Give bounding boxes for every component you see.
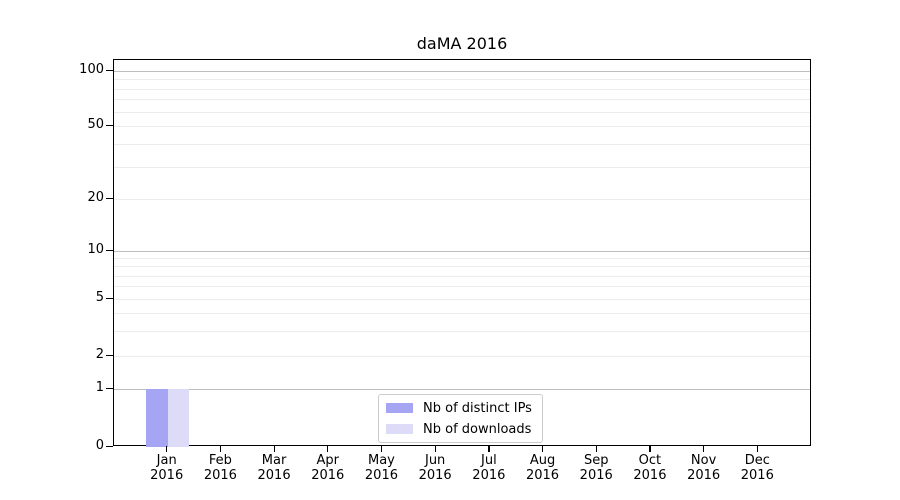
x-tick-label-aug: Aug 2016 — [519, 453, 567, 483]
bar-downloads-jan — [167, 389, 190, 447]
x-tick-label-jun: Jun 2016 — [411, 453, 459, 483]
x-tick-month: May — [368, 453, 395, 468]
x-tick-mark — [273, 446, 275, 452]
x-tick-label-nov: Nov 2016 — [680, 453, 728, 483]
legend-item-downloads: Nb of downloads — [386, 421, 532, 437]
y-tick-label-100: 100 — [79, 62, 104, 77]
gridline-minor — [114, 286, 810, 287]
x-tick-mark — [542, 446, 544, 452]
x-tick-mark — [488, 446, 490, 452]
x-tick-month: Nov — [690, 453, 717, 468]
x-tick-year: 2016 — [579, 468, 613, 483]
legend: Nb of distinct IPs Nb of downloads — [378, 394, 543, 443]
x-tick-year: 2016 — [150, 468, 184, 483]
y-tick-mark — [106, 198, 113, 200]
y-tick-label-1: 1 — [95, 380, 104, 395]
legend-swatch-downloads-icon — [386, 424, 413, 434]
x-tick-month: Aug — [529, 453, 556, 468]
x-tick-label-jul: Jul 2016 — [465, 453, 513, 483]
gridline-minor — [114, 299, 810, 300]
y-tick-mark — [106, 70, 113, 72]
y-tick-mark — [106, 250, 113, 252]
gridline-minor — [114, 276, 810, 277]
y-tick-mark — [106, 355, 113, 357]
y-tick-mark — [106, 446, 113, 448]
x-tick-month: Dec — [744, 453, 770, 468]
x-tick-label-may: May 2016 — [357, 453, 405, 483]
x-tick-year: 2016 — [472, 468, 506, 483]
x-tick-year: 2016 — [633, 468, 667, 483]
x-tick-mark — [219, 446, 222, 452]
x-tick-year: 2016 — [311, 468, 345, 483]
x-tick-label-jan: Jan 2016 — [143, 453, 191, 483]
y-tick-label-5: 5 — [95, 290, 104, 305]
x-tick-month: Sep — [583, 453, 609, 468]
y-tick-label-20: 20 — [87, 190, 104, 205]
gridline-major — [114, 251, 810, 252]
gridline-minor — [114, 79, 810, 80]
gridline-minor — [114, 331, 810, 332]
x-tick-mark — [756, 446, 758, 452]
x-tick-mark — [703, 446, 705, 452]
gridline-minor — [114, 266, 810, 267]
x-tick-mark — [380, 446, 383, 452]
x-tick-month: Jul — [481, 453, 497, 468]
x-tick-year: 2016 — [687, 468, 721, 483]
x-tick-month: Feb — [208, 453, 232, 468]
gridline-minor — [114, 356, 810, 357]
x-tick-month: Jun — [424, 453, 446, 468]
y-tick-label-50: 50 — [87, 117, 104, 132]
x-tick-month: Apr — [316, 453, 340, 468]
x-tick-mark — [649, 446, 651, 452]
bar-distinct-ips-jan — [146, 389, 168, 447]
x-tick-mark — [434, 446, 436, 452]
gridline-minor — [114, 89, 810, 90]
gridline-major — [114, 71, 810, 72]
gridline-minor — [114, 258, 810, 259]
legend-label-distinct-ips: Nb of distinct IPs — [423, 400, 532, 416]
y-tick-mark — [106, 388, 113, 390]
x-tick-label-feb: Feb 2016 — [196, 453, 244, 483]
x-tick-year: 2016 — [525, 468, 560, 483]
gridline-minor — [114, 199, 810, 200]
x-tick-year: 2016 — [257, 468, 291, 483]
gridline-minor — [114, 313, 810, 314]
y-tick-mark — [106, 125, 113, 127]
gridline-minor — [114, 144, 810, 145]
x-tick-label-sep: Sep 2016 — [572, 453, 620, 483]
legend-item-distinct-ips: Nb of distinct IPs — [386, 400, 532, 416]
x-tick-mark — [166, 446, 168, 452]
gridline-minor — [114, 99, 810, 100]
y-tick-label-2: 2 — [95, 347, 104, 362]
x-tick-mark — [327, 446, 329, 452]
legend-label-downloads: Nb of downloads — [423, 421, 532, 437]
x-tick-month: Jan — [156, 453, 177, 468]
gridline-minor — [114, 112, 810, 113]
x-tick-mark — [595, 446, 597, 452]
gridline-minor — [114, 126, 810, 127]
x-tick-label-oct: Oct 2016 — [626, 453, 674, 483]
x-tick-label-apr: Apr 2016 — [304, 453, 352, 483]
legend-swatch-distinct-ips-icon — [386, 403, 413, 413]
x-tick-year: 2016 — [364, 468, 398, 483]
x-tick-month: Mar — [261, 453, 287, 468]
plot-area: Nb of distinct IPs Nb of downloads — [113, 59, 811, 447]
x-tick-year: 2016 — [203, 468, 237, 483]
x-tick-year: 2016 — [740, 468, 774, 483]
x-tick-label-mar: Mar 2016 — [250, 453, 298, 483]
y-tick-label-0: 0 — [95, 438, 104, 453]
gridline-major — [114, 389, 810, 390]
x-tick-year: 2016 — [418, 468, 452, 483]
y-tick-mark — [106, 298, 113, 300]
chart-title: daMA 2016 — [416, 34, 508, 53]
x-tick-month: Oct — [638, 453, 662, 468]
x-tick-label-dec: Dec 2016 — [733, 453, 781, 483]
gridline-minor — [114, 167, 810, 168]
y-tick-label-10: 10 — [87, 242, 104, 257]
